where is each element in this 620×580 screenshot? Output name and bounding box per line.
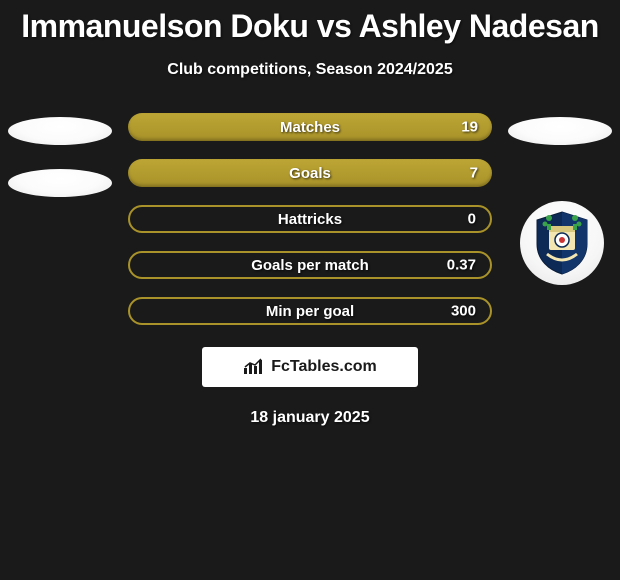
brand-label: FcTables.com [271, 358, 377, 376]
comparison-card: Immanuelson Doku vs Ashley Nadesan Club … [0, 0, 620, 427]
brand-box[interactable]: FcTables.com [202, 347, 418, 387]
stat-label: Hattricks [130, 211, 490, 228]
crest-icon [533, 210, 591, 276]
subtitle: Club competitions, Season 2024/2025 [0, 61, 620, 79]
stat-value-right: 7 [470, 165, 478, 182]
stat-bar: Goals7 [128, 159, 492, 187]
stat-value-right: 0 [468, 211, 476, 228]
stat-bar: Hattricks0 [128, 205, 492, 233]
player-placeholder-ellipse [8, 169, 112, 197]
stat-label: Matches [128, 119, 492, 136]
club-crest [520, 201, 604, 285]
stat-label: Goals [128, 165, 492, 182]
player-placeholder-ellipse [8, 117, 112, 145]
stat-value-right: 300 [451, 303, 476, 320]
left-player-col [6, 117, 114, 197]
comparison-body: Matches19 Goals7 Hattricks0 Goals per match… [0, 117, 620, 325]
stat-label: Min per goal [130, 303, 490, 320]
stat-bar: Min per goal300 [128, 297, 492, 325]
brand-chart-icon [243, 358, 265, 376]
stats-column: Matches19 Goals7 Hattricks0 Goals per match… [114, 113, 506, 325]
date-line: 18 january 2025 [0, 409, 620, 427]
stat-value-right: 19 [461, 119, 478, 136]
player-placeholder-ellipse [508, 117, 612, 145]
page-title: Immanuelson Doku vs Ashley Nadesan [0, 0, 620, 45]
stat-value-right: 0.37 [447, 257, 476, 274]
stat-bar: Goals per match0.37 [128, 251, 492, 279]
stat-bar: Matches19 [128, 113, 492, 141]
stat-label: Goals per match [130, 257, 490, 274]
right-player-col [506, 117, 614, 285]
